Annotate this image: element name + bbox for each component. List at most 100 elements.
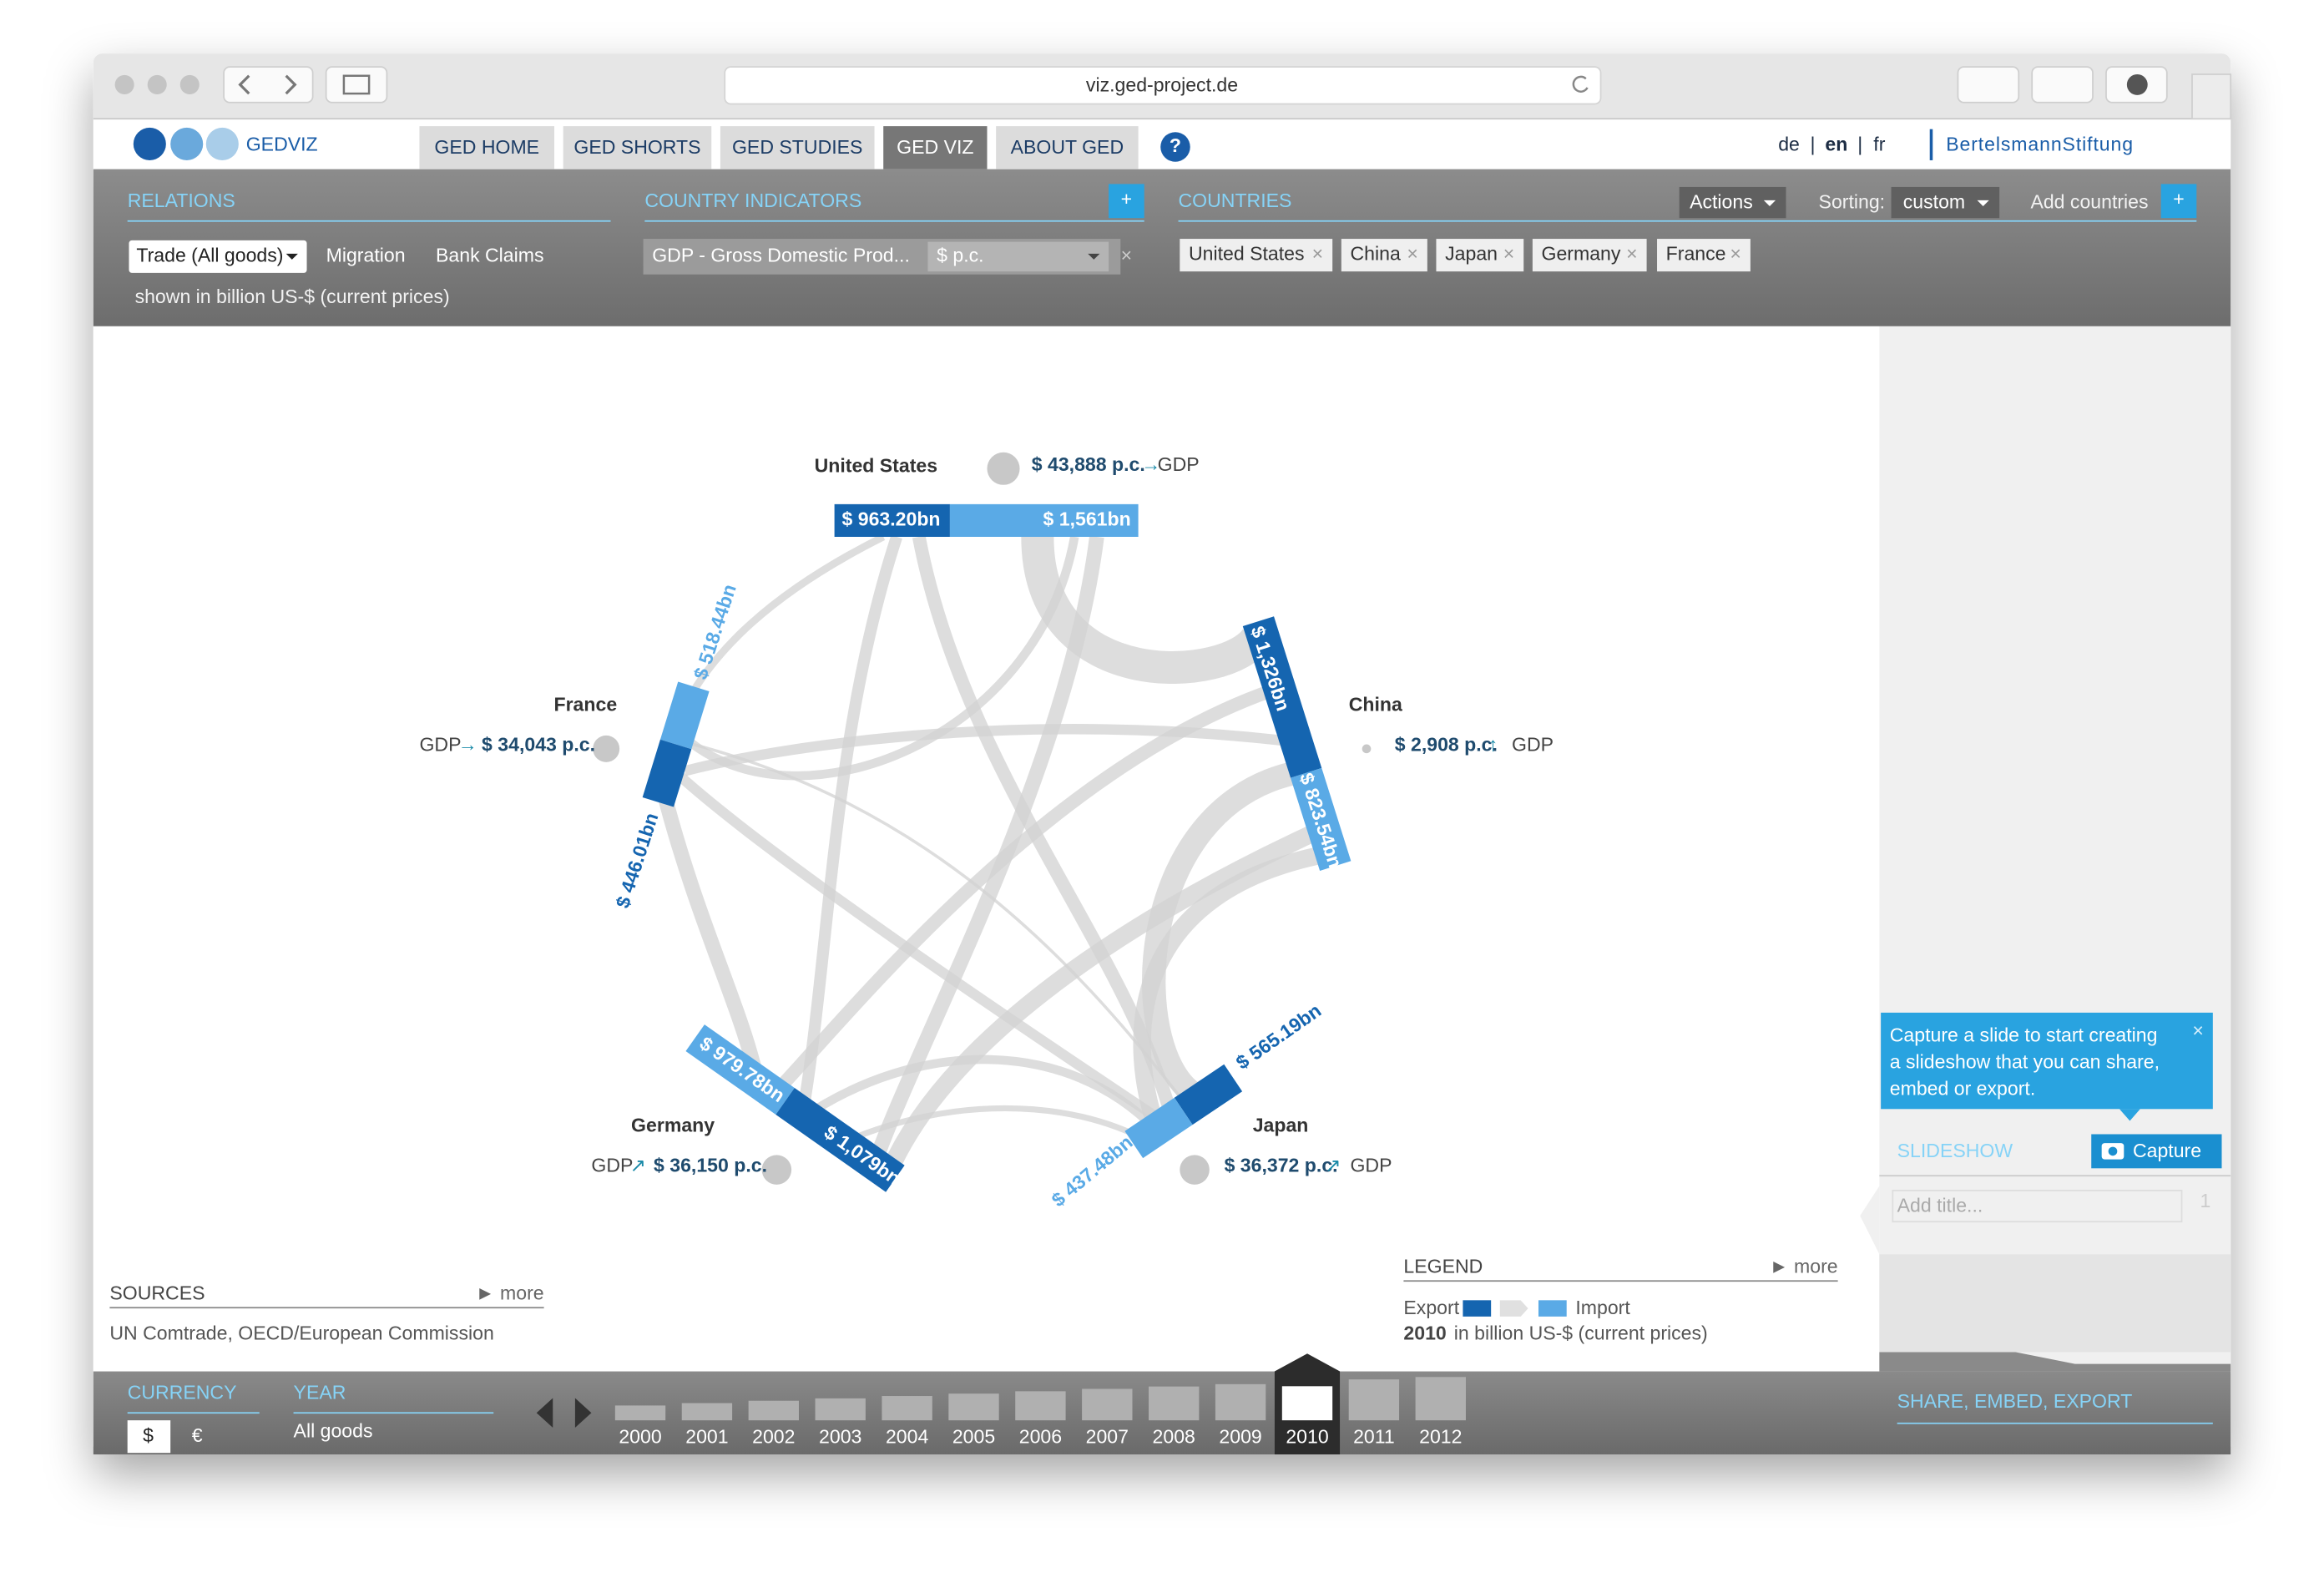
logo-text[interactable]: GEDVIZ [246, 133, 318, 154]
legend-flow-swatch [1499, 1300, 1528, 1317]
url-field[interactable] [724, 66, 1602, 105]
zoom-button[interactable] [179, 74, 200, 94]
gdp-circle [1180, 1155, 1210, 1185]
country-name[interactable]: China [1349, 693, 1402, 715]
nav-tab[interactable] [996, 126, 1139, 169]
year-bar[interactable] [681, 1403, 733, 1421]
export-bar[interactable] [1174, 1064, 1243, 1125]
year-label[interactable]: 2009 [1219, 1426, 1261, 1448]
reload-icon[interactable] [1572, 75, 1589, 93]
indicator-remove[interactable]: × [1121, 244, 1132, 266]
currency-option[interactable]: $ [143, 1424, 154, 1446]
country-name[interactable]: United States [815, 455, 937, 477]
close-button[interactable] [114, 74, 134, 94]
unit-select[interactable] [927, 241, 1109, 272]
language-separator: | [1857, 133, 1862, 154]
year-label[interactable]: 2008 [1153, 1426, 1195, 1448]
sources-more[interactable]: ► more [476, 1282, 544, 1303]
add-countries-label[interactable]: Add countries [2030, 191, 2148, 213]
import-bar[interactable] [1124, 1097, 1193, 1159]
year-bar[interactable] [1415, 1377, 1466, 1421]
minimize-button[interactable] [147, 74, 167, 94]
export-bar[interactable] [834, 503, 950, 537]
relation-dropdown[interactable] [129, 240, 307, 273]
year-label[interactable]: 2007 [1086, 1426, 1129, 1448]
country-name[interactable]: France [553, 693, 617, 715]
year-bar[interactable] [1348, 1379, 1400, 1421]
sidebar-button[interactable] [325, 66, 388, 104]
currency-selected[interactable] [127, 1420, 171, 1454]
year-bar[interactable] [1281, 1386, 1333, 1421]
capture-tip-close[interactable]: × [2192, 1019, 2203, 1041]
nav-tab[interactable] [419, 126, 555, 169]
year-label[interactable]: 2006 [1019, 1426, 1062, 1448]
country-chip[interactable] [1180, 239, 1333, 272]
year-label[interactable]: 2001 [685, 1426, 728, 1448]
year-label[interactable]: 2004 [886, 1426, 929, 1448]
slide-title-input[interactable] [1892, 1190, 2183, 1223]
country-name[interactable]: Germany [631, 1115, 715, 1136]
import-bar[interactable] [659, 681, 710, 750]
year-bar[interactable] [1082, 1388, 1133, 1421]
country-chip[interactable] [1657, 239, 1751, 272]
language-link[interactable]: fr [1873, 133, 1885, 154]
country-remove[interactable]: × [1503, 243, 1514, 265]
next-year[interactable] [574, 1398, 592, 1429]
year-bar[interactable] [948, 1393, 999, 1421]
tabs-button[interactable] [2031, 66, 2094, 104]
year-label[interactable]: 2003 [819, 1426, 861, 1448]
year-label[interactable]: 2000 [619, 1426, 661, 1448]
language-link[interactable]: de [1778, 133, 1800, 154]
new-tab-button[interactable] [2191, 73, 2232, 120]
year-label[interactable]: 2005 [952, 1426, 995, 1448]
relation-option[interactable]: Bank Claims [436, 244, 544, 266]
year-label[interactable]: 2002 [752, 1426, 795, 1448]
relation-option[interactable]: Migration [326, 244, 406, 266]
nav-tab[interactable] [563, 126, 712, 169]
country-chip[interactable] [1341, 239, 1427, 272]
year-label[interactable]: 2011 [1353, 1426, 1395, 1448]
help-button[interactable] [1160, 132, 1190, 162]
country-chip[interactable] [1436, 239, 1524, 272]
chord [1141, 759, 1306, 1109]
currency-option[interactable]: € [192, 1424, 203, 1446]
share-link[interactable]: SHARE, EMBED, EXPORT [1897, 1390, 2133, 1412]
indicator-add-button[interactable] [1109, 184, 1144, 219]
import-bar[interactable] [949, 503, 1139, 537]
sponsor[interactable]: BertelsmannStiftung [1946, 133, 2134, 154]
legend-more[interactable]: ► more [1770, 1255, 1838, 1277]
logo-globe [205, 127, 239, 160]
country-remove[interactable]: × [1407, 243, 1417, 265]
language-link[interactable]: en [1825, 133, 1847, 154]
country-remove[interactable]: × [1730, 243, 1740, 265]
nav-buttons[interactable] [223, 66, 314, 104]
year-bar[interactable] [1149, 1386, 1200, 1421]
country-name[interactable]: Japan [1253, 1115, 1309, 1136]
year-bar[interactable] [1215, 1383, 1266, 1421]
year-bar[interactable] [614, 1405, 666, 1421]
year-bar[interactable] [748, 1400, 799, 1421]
nav-tab[interactable] [720, 126, 875, 169]
previous-year[interactable] [536, 1398, 553, 1429]
export-bar[interactable] [642, 739, 692, 807]
share-button[interactable] [1957, 66, 2020, 104]
export-label: $ 963.20bn [841, 508, 940, 530]
relation-option[interactable]: Trade (All goods) [136, 244, 283, 266]
nav-tab[interactable] [883, 126, 988, 169]
country-chip[interactable] [1532, 239, 1647, 272]
country-remove[interactable]: × [1626, 243, 1637, 265]
year-bar[interactable] [815, 1398, 866, 1421]
country-chip-label: China [1350, 243, 1400, 265]
year-label[interactable]: 2012 [1419, 1426, 1462, 1448]
import-bar[interactable] [685, 1024, 795, 1115]
add-country-button[interactable] [2160, 184, 2197, 219]
export-bar[interactable] [776, 1088, 905, 1192]
year-bar[interactable] [1015, 1391, 1066, 1421]
year-bar[interactable] [882, 1396, 932, 1421]
country-remove[interactable]: × [1312, 243, 1323, 265]
chord [1021, 536, 1271, 684]
import-bar[interactable] [1291, 767, 1351, 871]
export-bar[interactable] [1242, 616, 1322, 778]
year-label[interactable]: 2010 [1286, 1426, 1328, 1448]
logo-icon[interactable] [133, 127, 239, 160]
